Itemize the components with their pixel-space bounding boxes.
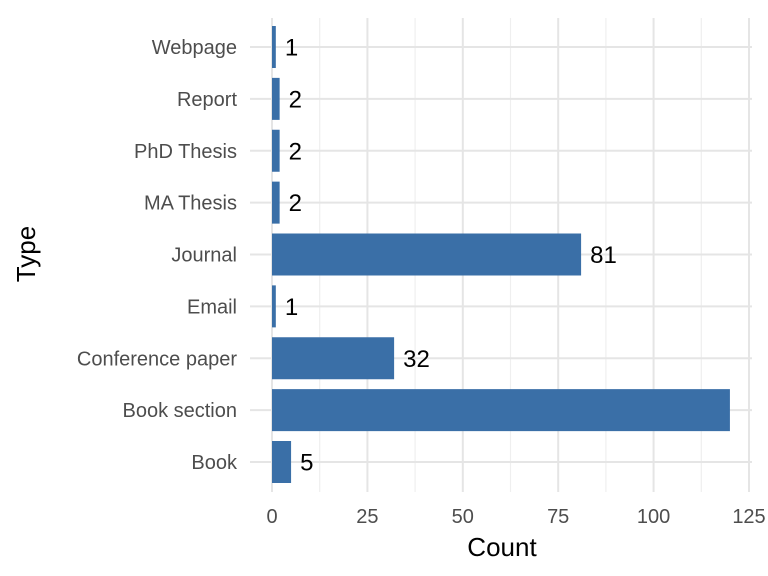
bar <box>272 233 582 276</box>
x-tick-label: 125 <box>732 506 765 528</box>
x-axis-title: Count <box>467 532 537 562</box>
category-label: Book <box>191 452 238 474</box>
category-label: Journal <box>171 245 237 267</box>
category-label: Email <box>187 296 237 318</box>
data-label: 1 <box>285 294 298 321</box>
x-tick-label: 100 <box>637 506 670 528</box>
bar <box>272 441 292 483</box>
category-axis: Book Book section Conference paper Email Jou… <box>77 37 238 474</box>
bar <box>272 389 730 432</box>
category-label: MA Thesis <box>144 193 237 215</box>
data-label: 2 <box>289 138 302 165</box>
x-tick-label: 75 <box>547 506 569 528</box>
data-labels: 5 32 1 81 2 2 2 1 <box>285 35 617 477</box>
bar <box>272 77 280 120</box>
bar <box>272 337 395 380</box>
x-tick-label: 25 <box>356 506 378 528</box>
category-label: PhD Thesis <box>134 141 237 163</box>
bar <box>272 181 280 224</box>
value-axis: 0 25 50 75 100 125 <box>266 506 765 528</box>
data-label: 2 <box>289 86 302 113</box>
data-label: 2 <box>289 190 302 217</box>
bar <box>272 129 280 172</box>
x-tick-label: 50 <box>452 506 474 528</box>
category-label: Conference paper <box>77 348 237 370</box>
category-label: Report <box>177 89 237 111</box>
data-label: 5 <box>300 450 313 477</box>
y-axis-title: Type <box>11 226 41 282</box>
data-label: 32 <box>403 346 430 373</box>
category-label: Book section <box>122 400 237 422</box>
bars <box>272 26 730 483</box>
category-label: Webpage <box>152 37 237 59</box>
bar <box>272 26 276 68</box>
x-tick-label: 0 <box>266 506 277 528</box>
data-label: 1 <box>285 35 298 62</box>
data-label: 81 <box>590 242 617 269</box>
bar <box>272 285 276 328</box>
